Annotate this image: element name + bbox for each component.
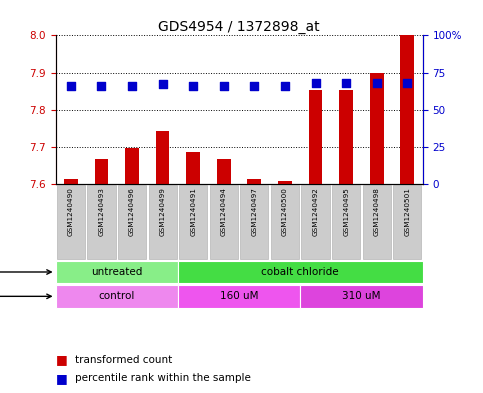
FancyBboxPatch shape: [57, 185, 85, 259]
Text: GSM1240501: GSM1240501: [404, 187, 411, 236]
Text: ■: ■: [56, 371, 67, 385]
Text: GSM1240495: GSM1240495: [343, 187, 349, 236]
Point: [67, 83, 75, 89]
Text: GSM1240500: GSM1240500: [282, 187, 288, 236]
FancyBboxPatch shape: [271, 185, 299, 259]
Text: agent: agent: [0, 267, 51, 277]
FancyBboxPatch shape: [393, 185, 421, 259]
Point: [98, 83, 105, 89]
Text: control: control: [99, 291, 135, 301]
Bar: [278, 181, 292, 184]
Point: [373, 80, 381, 86]
Bar: [217, 159, 231, 184]
Text: GSM1240490: GSM1240490: [68, 187, 74, 236]
Bar: [400, 35, 414, 184]
Bar: [156, 131, 170, 184]
Text: 160 uM: 160 uM: [220, 291, 258, 301]
Point: [159, 81, 167, 88]
Point: [342, 80, 350, 86]
Text: percentile rank within the sample: percentile rank within the sample: [75, 373, 251, 383]
Bar: [186, 152, 200, 184]
FancyBboxPatch shape: [301, 185, 329, 259]
FancyBboxPatch shape: [56, 261, 178, 283]
Bar: [95, 159, 108, 184]
Title: GDS4954 / 1372898_at: GDS4954 / 1372898_at: [158, 20, 320, 34]
Text: transformed count: transformed count: [75, 354, 172, 365]
FancyBboxPatch shape: [118, 185, 146, 259]
Text: GSM1240493: GSM1240493: [99, 187, 104, 236]
FancyBboxPatch shape: [300, 285, 423, 308]
Text: dose: dose: [0, 291, 51, 301]
FancyBboxPatch shape: [241, 185, 269, 259]
Point: [281, 83, 289, 89]
Text: ■: ■: [56, 353, 67, 366]
Point: [403, 80, 411, 86]
FancyBboxPatch shape: [87, 185, 115, 259]
FancyBboxPatch shape: [178, 261, 423, 283]
Text: GSM1240498: GSM1240498: [374, 187, 380, 236]
Bar: [64, 179, 78, 184]
Text: GSM1240496: GSM1240496: [129, 187, 135, 236]
Text: cobalt chloride: cobalt chloride: [261, 267, 339, 277]
Bar: [247, 179, 261, 184]
Text: GSM1240492: GSM1240492: [313, 187, 319, 236]
Text: GSM1240497: GSM1240497: [251, 187, 257, 236]
Point: [220, 83, 227, 89]
Text: GSM1240494: GSM1240494: [221, 187, 227, 236]
FancyBboxPatch shape: [210, 185, 238, 259]
Bar: [370, 73, 384, 184]
Bar: [309, 90, 323, 184]
FancyBboxPatch shape: [56, 285, 178, 308]
Text: GSM1240491: GSM1240491: [190, 187, 196, 236]
Point: [312, 80, 319, 86]
FancyBboxPatch shape: [149, 185, 177, 259]
Text: GSM1240499: GSM1240499: [159, 187, 166, 236]
Text: untreated: untreated: [91, 267, 142, 277]
Bar: [339, 90, 353, 184]
Point: [251, 83, 258, 89]
FancyBboxPatch shape: [178, 285, 300, 308]
Point: [128, 83, 136, 89]
Point: [189, 83, 197, 89]
FancyBboxPatch shape: [332, 185, 360, 259]
Text: 310 uM: 310 uM: [342, 291, 381, 301]
FancyBboxPatch shape: [179, 185, 207, 259]
Bar: [125, 148, 139, 184]
FancyBboxPatch shape: [363, 185, 391, 259]
